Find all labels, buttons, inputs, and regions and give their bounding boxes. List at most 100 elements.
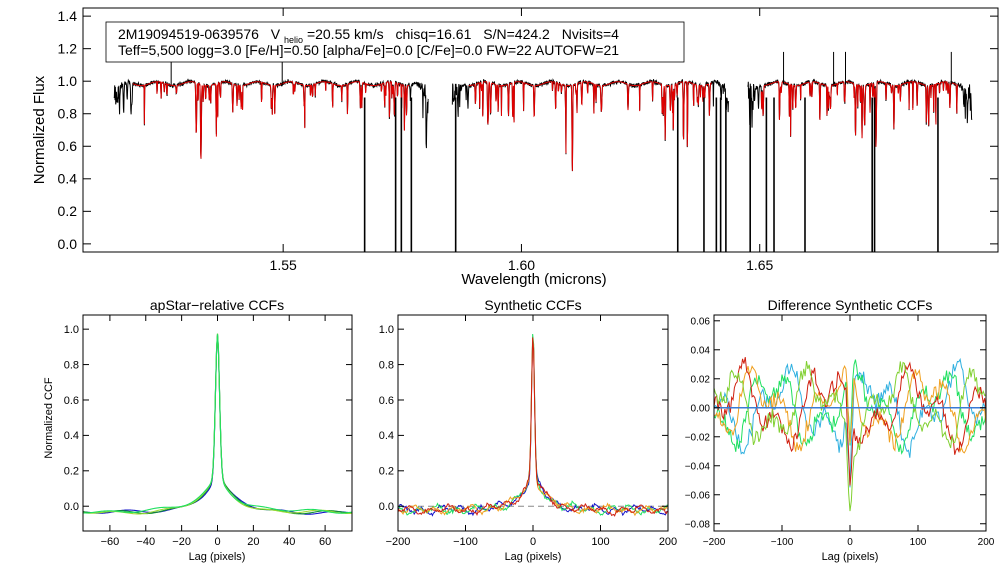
x-tick-label: 0 [530,536,536,548]
header-chisq: chisq=16.61 [395,26,471,42]
apstar-ccf-line [82,334,353,514]
synthetic-ccf-line [397,338,668,517]
difference-ccf-ticks: −200 −100 0 100 200 −0.08 −0.06 −0.04 −0.02 0.00 0… [685,315,995,548]
synthetic-ccf-panel: −200 −100 0 100 200 0.0 0.2 0.4 0.6 0.8 1.0 Synthe… [379,297,677,563]
spectrum-curves [113,51,973,252]
synthetic-ccf-curves [397,333,668,517]
header-nvisits: Nvisits=4 [562,26,619,42]
header-box: 2M19094519-0639576 V helio =20.55 km/s c… [105,21,685,63]
difference-ccf-line [713,357,987,486]
model-spectrum-line [760,80,959,147]
x-tick-label: 40 [283,536,295,548]
y-tick-label: 0.4 [58,171,78,187]
header-vhelio-label: V [271,26,281,42]
y-tick-label: 1.2 [58,41,78,57]
synthetic-ccf-frame [397,314,669,532]
difference-ccf-panel: −200 −100 0 100 200 −0.08 −0.06 −0.04 −0.02 0.00 0… [685,297,995,563]
y-tick-label: 0.0 [379,501,394,513]
x-tick-label: 100 [591,536,609,548]
apstar-ccf-ticks: −60 −40 −20 0 20 40 60 0.0 0.2 0.4 0.6 0.8 1.0 [64,315,352,548]
x-tick-label: −20 [172,536,191,548]
spectrum-ylabel: Normalized Flux [31,75,48,184]
y-tick-label: 0.2 [58,203,78,219]
y-tick-label: 0.02 [691,374,711,385]
y-tick-label: 1.0 [58,73,78,89]
difference-ccf-frame [713,314,987,532]
y-tick-label: 0.4 [64,430,79,442]
x-tick-label: −40 [136,536,155,548]
y-tick-label: 0.6 [58,138,78,154]
y-tick-label: 1.4 [58,8,78,24]
header-line-1: 2M19094519-0639576 V helio =20.55 km/s c… [118,26,619,46]
difference-ccf-line [713,357,987,488]
header-vhelio-value: =20.55 km/s [307,26,384,42]
x-tick-label: 0 [847,537,853,548]
difference-ccf-curves [713,357,987,512]
synthetic-ccf-line [397,338,668,517]
synthetic-ccf-line [397,333,668,516]
y-tick-label: 0.2 [64,466,79,478]
y-tick-label: 0.0 [58,236,78,252]
apstar-ccf-ylabel: Normalized CCF [43,377,55,459]
y-tick-label: 1.0 [64,324,79,336]
header-box-frame [105,21,685,63]
spectrum-plot-frame [82,7,999,253]
apstar-ccf-line [82,335,353,515]
header-vhelio-subscript: helio [284,35,303,45]
difference-ccf-title: Difference Synthetic CCFs [768,297,933,313]
synthetic-ccf-xlabel: Lag (pixels) [505,551,562,563]
y-tick-label: 0.8 [379,359,394,371]
x-tick-label: −60 [101,536,120,548]
synthetic-ccf-ticks: −200 −100 0 100 200 0.0 0.2 0.4 0.6 0.8 1.0 [379,315,677,548]
x-tick-label: −200 [386,536,411,548]
x-tick-label: 100 [910,537,927,548]
apstar-ccf-xlabel: Lag (pixels) [189,551,246,563]
header-star-id: 2M19094519-0639576 [118,26,259,42]
x-tick-label: 1.65 [746,257,773,273]
y-tick-label: 0.0 [64,501,79,513]
y-tick-label: 0.04 [691,345,711,356]
x-tick-label: 0 [214,536,220,548]
difference-ccf-line [713,365,987,454]
model-spectrum-line [468,80,713,171]
x-tick-label: 1.60 [508,257,535,273]
y-tick-label: −0.04 [685,461,711,472]
difference-ccf-xlabel: Lag (pixels) [822,551,879,563]
y-tick-label: 0.6 [379,395,394,407]
y-tick-label: 0.6 [64,395,79,407]
synthetic-ccf-line [397,337,668,517]
synthetic-ccf-title: Synthetic CCFs [484,297,581,313]
x-tick-label: 20 [247,536,259,548]
y-tick-label: 1.0 [379,324,394,336]
y-tick-label: 0.8 [64,359,79,371]
y-tick-label: 0.06 [691,316,711,327]
spectrum-panel: 1.55 1.60 1.65 0.0 0.2 0.4 0.6 0.8 1.0 1.2 1.4 2M1… [31,7,999,288]
spectrum-ticks: 1.55 1.60 1.65 0.0 0.2 0.4 0.6 0.8 1.0 1.2 1.4 [58,8,998,273]
y-tick-label: −0.08 [685,519,711,530]
y-tick-label: −0.06 [685,490,711,501]
x-tick-label: 200 [978,537,995,548]
header-line-2: Teff=5,500 logg=3.0 [Fe/H]=0.50 [alpha/F… [118,42,619,58]
y-tick-label: 0.2 [379,466,394,478]
apstar-ccf-line [82,333,353,515]
spectrum-xlabel: Wavelength (microns) [461,271,606,288]
y-tick-label: −0.02 [685,432,711,443]
x-tick-label: −200 [703,537,726,548]
x-tick-label: −100 [453,536,478,548]
y-tick-label: 0.4 [379,430,394,442]
y-tick-label: 0.00 [691,403,711,414]
x-tick-label: 200 [659,536,677,548]
apstar-ccf-curves [82,333,353,515]
model-spectrum-line [132,81,410,159]
x-tick-label: 60 [319,536,331,548]
y-tick-label: 0.8 [58,106,78,122]
x-tick-label: 1.55 [270,257,297,273]
apstar-ccf-panel: −60 −40 −20 0 20 40 60 0.0 0.2 0.4 0.6 0.8 1.0 apSta… [43,297,353,563]
difference-ccf-line [713,359,987,455]
difference-ccf-line [713,361,987,512]
x-tick-label: −100 [771,537,794,548]
apstar-ccf-frame [82,314,353,532]
apstar-ccf-line [82,333,353,515]
header-snr: S/N=424.2 [483,26,550,42]
